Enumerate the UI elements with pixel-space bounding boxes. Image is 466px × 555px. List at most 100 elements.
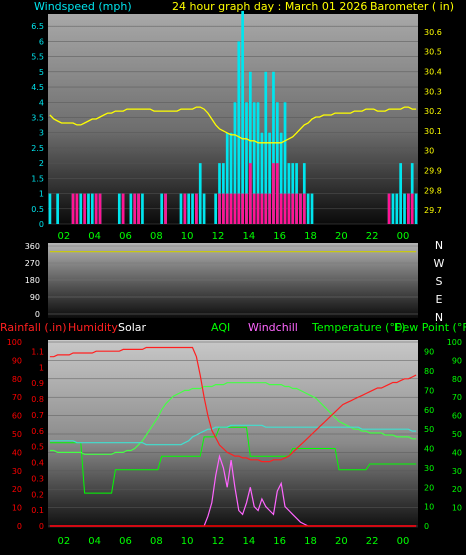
direction-tick-label: 360: [25, 242, 40, 251]
temperature-tick-label: 30: [424, 464, 434, 473]
direction-tick-label: 0: [35, 310, 40, 319]
windspeed-bar: [218, 193, 221, 224]
percent-tick-label: 100: [447, 338, 462, 347]
rainfall-label: Rainfall (.in): [0, 321, 67, 334]
compass-label: E: [436, 293, 443, 306]
indoor-temperature-line: [49, 424, 417, 446]
barometer-tick-labels: 29.7 29.8 29.9 30 30.1 30.2 30.3 30.4 30.5 30.6: [424, 28, 442, 215]
barometer-tick-label: 30.1: [424, 127, 442, 136]
windspeed-tick-label: 5.5: [31, 53, 44, 62]
gust-bar: [414, 193, 418, 224]
windspeed-bar: [302, 193, 306, 224]
humidity-label: Humidity: [68, 321, 118, 334]
gust-bar: [395, 193, 399, 224]
windspeed-bar: [264, 193, 268, 224]
gust-bar: [260, 132, 264, 224]
windspeed-tick-label: 4: [39, 98, 44, 107]
barometer-tick-label: 30.2: [424, 107, 442, 116]
wind-panel-grid: [48, 25, 418, 225]
barometer-tick-label: 30.6: [424, 28, 442, 37]
gust-bar: [268, 132, 271, 224]
rain-tick-label: 0.5: [31, 443, 44, 452]
windspeed-bar: [295, 193, 298, 224]
rain-tick-label: 0.6: [31, 427, 44, 436]
windspeed-bar: [387, 193, 391, 224]
windspeed-bar: [275, 163, 279, 224]
windspeed-bar: [252, 193, 256, 224]
hour-tick-label: 02: [57, 536, 70, 547]
gust-bar: [90, 193, 94, 224]
barometer-tick-label: 30.3: [424, 87, 442, 96]
windspeed-bar: [260, 193, 264, 224]
temperature-tick-label: 50: [424, 425, 434, 434]
compass-label: S: [436, 275, 443, 288]
windspeed-bar: [283, 193, 287, 224]
windspeed-bar: [268, 193, 271, 224]
gust-bar: [202, 193, 206, 224]
windspeed-tick-label: 1: [39, 190, 44, 199]
gust-bar: [87, 193, 90, 224]
rain-tick-label: 0.2: [31, 490, 44, 499]
wind-panel-background: [48, 14, 418, 224]
percent-tick-label: 90: [452, 356, 462, 365]
percent-tick-label: 10: [452, 504, 462, 513]
windspeed-tick-label: 2.5: [31, 144, 44, 153]
hour-tick-label: 14: [242, 231, 255, 242]
windspeed-tick-label: 6.5: [31, 22, 44, 31]
solar-label: Solar: [118, 321, 147, 334]
windspeed-bar: [291, 193, 295, 224]
rain-tick-label: 0.9: [31, 379, 44, 388]
windspeed-bar: [279, 193, 283, 224]
humidity-tick-label: 90: [12, 356, 22, 365]
barometer-tick-label: 29.7: [424, 206, 442, 215]
hour-tick-label: 18: [304, 536, 317, 547]
rain-tick-label: 0.4: [31, 459, 44, 468]
windspeed-tick-label: 0.5: [31, 205, 44, 214]
hour-tick-label: 14: [242, 536, 255, 547]
temperature-panel: 0 0.1 0.2 0.3 0.4 0.5 0.6 0.7 0.8 0.9 1 1.1 0 10 20 30…: [7, 338, 462, 547]
humidity-tick-label: 10: [12, 504, 22, 513]
windspeed-tick-label: 3.5: [31, 113, 44, 122]
rain-tick-label: 0.7: [31, 411, 44, 420]
temperature-tick-labels: 0 10 20 30 40 50 60 70 80 90: [424, 348, 434, 531]
gust-bar: [160, 193, 164, 224]
gust-bar: [283, 102, 287, 224]
percent-tick-label: 50: [452, 430, 462, 439]
rain-tick-label: 0.3: [31, 474, 44, 483]
gust-bar: [79, 193, 83, 224]
compass-label: N: [435, 239, 443, 252]
windspeed-bar: [287, 193, 291, 224]
humidity-tick-labels: 0 10 20 30 40 50 60 70 80 90 100: [7, 338, 22, 531]
rain-tick-label: 0.1: [31, 506, 44, 515]
humidity-tick-label: 80: [12, 375, 22, 384]
hour-tick-label: 16: [273, 536, 286, 547]
percent-tick-label: 80: [452, 375, 462, 384]
hour-tick-label: 12: [212, 231, 225, 242]
temperature-tick-label: 60: [424, 406, 434, 415]
hour-tick-label: 06: [119, 231, 132, 242]
humidity-tick-label: 70: [12, 393, 22, 402]
windspeed-tick-label: 0: [39, 220, 44, 229]
percent-tick-label: 70: [452, 393, 462, 402]
hour-tick-label: 20: [335, 231, 348, 242]
dewpoint-line: [49, 382, 417, 455]
aqi-line: [49, 426, 417, 494]
windspeed-bar: [121, 193, 125, 224]
gust-bar: [248, 71, 252, 225]
direction-panel-background: [48, 243, 418, 318]
gust-bar: [403, 193, 406, 224]
windspeed-tick-label: 5: [39, 68, 44, 77]
gust-bar: [56, 193, 59, 224]
humidity-tick-label: 60: [12, 412, 22, 421]
percent-tick-label: 40: [452, 448, 462, 457]
direction-tick-labels: 0 90 180 270 360: [25, 242, 40, 319]
gust-bar: [191, 193, 194, 224]
rain-tick-label: 0.8: [31, 395, 44, 404]
hour-tick-label: 20: [335, 536, 348, 547]
direction-tick-label: 90: [30, 293, 40, 302]
hour-tick-label: 18: [304, 231, 317, 242]
rain-tick-label: 0: [39, 522, 44, 531]
barometer-line: [49, 106, 417, 144]
